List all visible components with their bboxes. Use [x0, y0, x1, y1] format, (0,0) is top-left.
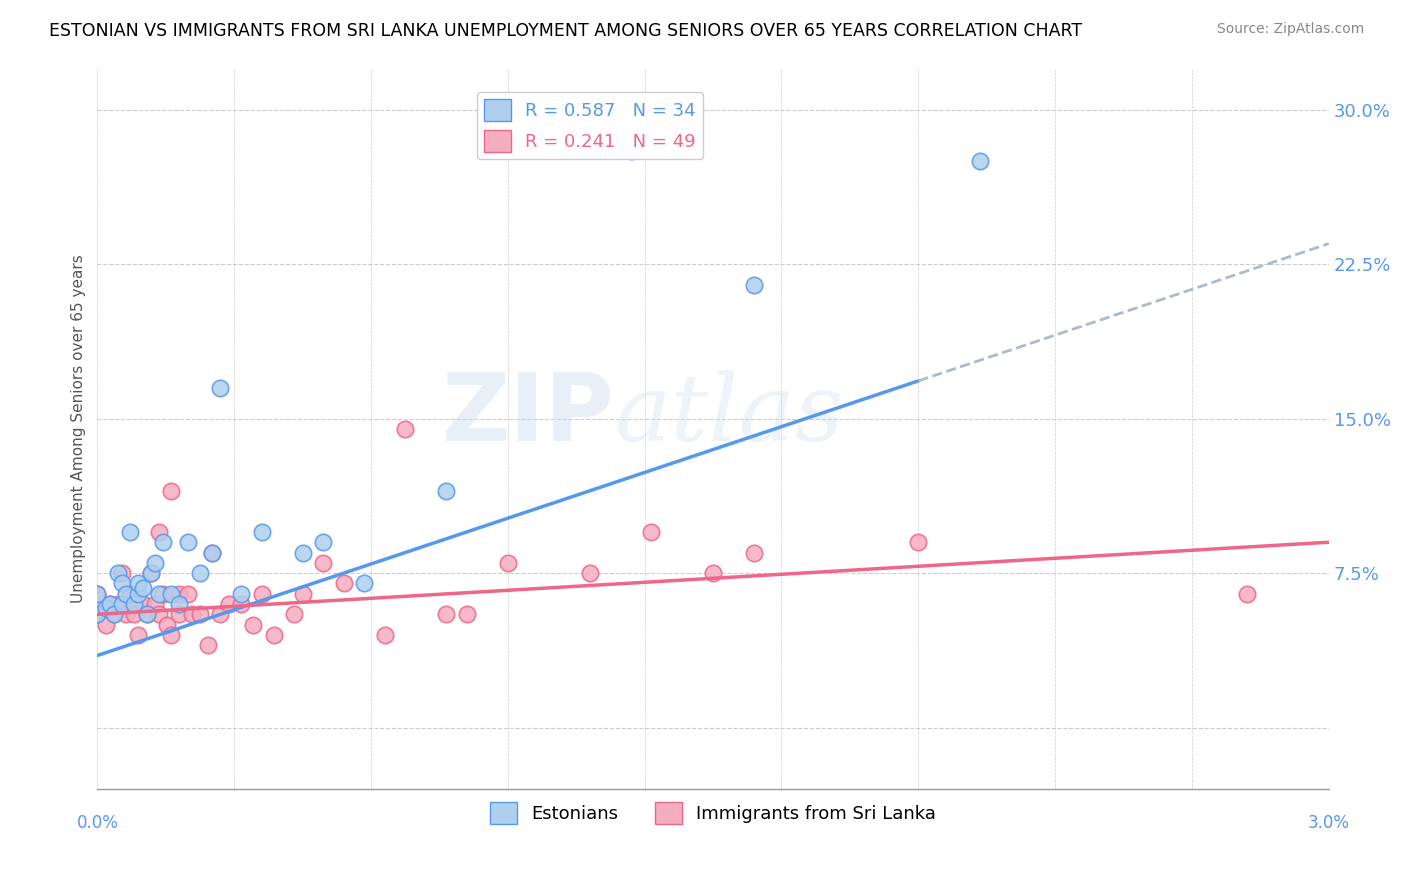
Y-axis label: Unemployment Among Seniors over 65 years: Unemployment Among Seniors over 65 years [72, 254, 86, 603]
Point [263, 628, 285, 642]
Point [115, 587, 138, 601]
Point [111, 566, 134, 581]
Point [131, 597, 153, 611]
Point [131, 581, 153, 595]
Point [291, 587, 314, 601]
Point [201, 545, 224, 559]
Text: Source: ZipAtlas.com: Source: ZipAtlas.com [1216, 22, 1364, 37]
Point [620, 144, 643, 158]
Point [115, 607, 138, 622]
Point [353, 576, 375, 591]
Point [103, 607, 125, 622]
Point [434, 483, 457, 498]
Point [209, 381, 232, 395]
Point [86, 587, 108, 601]
Point [120, 587, 142, 601]
Point [229, 597, 252, 611]
Point [579, 566, 602, 581]
Point [152, 535, 174, 549]
Point [86, 607, 108, 622]
Text: 0.0%: 0.0% [76, 814, 118, 832]
Point [180, 607, 202, 622]
Point [218, 597, 240, 611]
Point [312, 556, 335, 570]
Point [94, 601, 117, 615]
Point [188, 566, 211, 581]
Point [152, 587, 174, 601]
Text: atlas: atlas [614, 369, 844, 459]
Point [197, 638, 219, 652]
Point [160, 628, 183, 642]
Point [111, 597, 134, 611]
Point [250, 524, 273, 539]
Point [742, 277, 765, 292]
Point [242, 617, 264, 632]
Point [496, 556, 519, 570]
Point [169, 607, 191, 622]
Legend: Estonians, Immigrants from Sri Lanka: Estonians, Immigrants from Sri Lanka [482, 795, 943, 830]
Point [120, 524, 142, 539]
Point [127, 576, 149, 591]
Point [160, 587, 183, 601]
Point [107, 566, 129, 581]
Point [143, 597, 166, 611]
Point [176, 587, 198, 601]
Point [702, 566, 724, 581]
Point [1236, 587, 1258, 601]
Text: 3.0%: 3.0% [1308, 814, 1350, 832]
Point [98, 597, 121, 611]
Point [188, 607, 211, 622]
Point [229, 587, 252, 601]
Point [209, 607, 232, 622]
Point [139, 566, 162, 581]
Point [124, 607, 146, 622]
Text: ZIP: ZIP [441, 368, 614, 460]
Point [201, 545, 224, 559]
Point [291, 545, 314, 559]
Point [148, 524, 170, 539]
Point [907, 535, 929, 549]
Text: ESTONIAN VS IMMIGRANTS FROM SRI LANKA UNEMPLOYMENT AMONG SENIORS OVER 65 YEARS C: ESTONIAN VS IMMIGRANTS FROM SRI LANKA UN… [49, 22, 1083, 40]
Point [98, 597, 121, 611]
Point [86, 587, 108, 601]
Point [135, 607, 157, 622]
Point [124, 597, 146, 611]
Point [148, 587, 170, 601]
Point [332, 576, 354, 591]
Point [434, 607, 457, 622]
Point [111, 576, 134, 591]
Point [94, 617, 117, 632]
Point [107, 597, 129, 611]
Point [176, 535, 198, 549]
Point [742, 545, 765, 559]
Point [169, 597, 191, 611]
Point [160, 483, 183, 498]
Point [394, 422, 416, 436]
Point [135, 607, 157, 622]
Point [312, 535, 335, 549]
Point [148, 607, 170, 622]
Point [127, 628, 149, 642]
Point [640, 524, 662, 539]
Point [103, 607, 125, 622]
Point [169, 587, 191, 601]
Point [156, 617, 179, 632]
Point [283, 607, 305, 622]
Point [127, 587, 149, 601]
Point [139, 566, 162, 581]
Point [456, 607, 478, 622]
Point [86, 607, 108, 622]
Point [969, 154, 991, 169]
Point [143, 556, 166, 570]
Point [374, 628, 396, 642]
Point [250, 587, 273, 601]
